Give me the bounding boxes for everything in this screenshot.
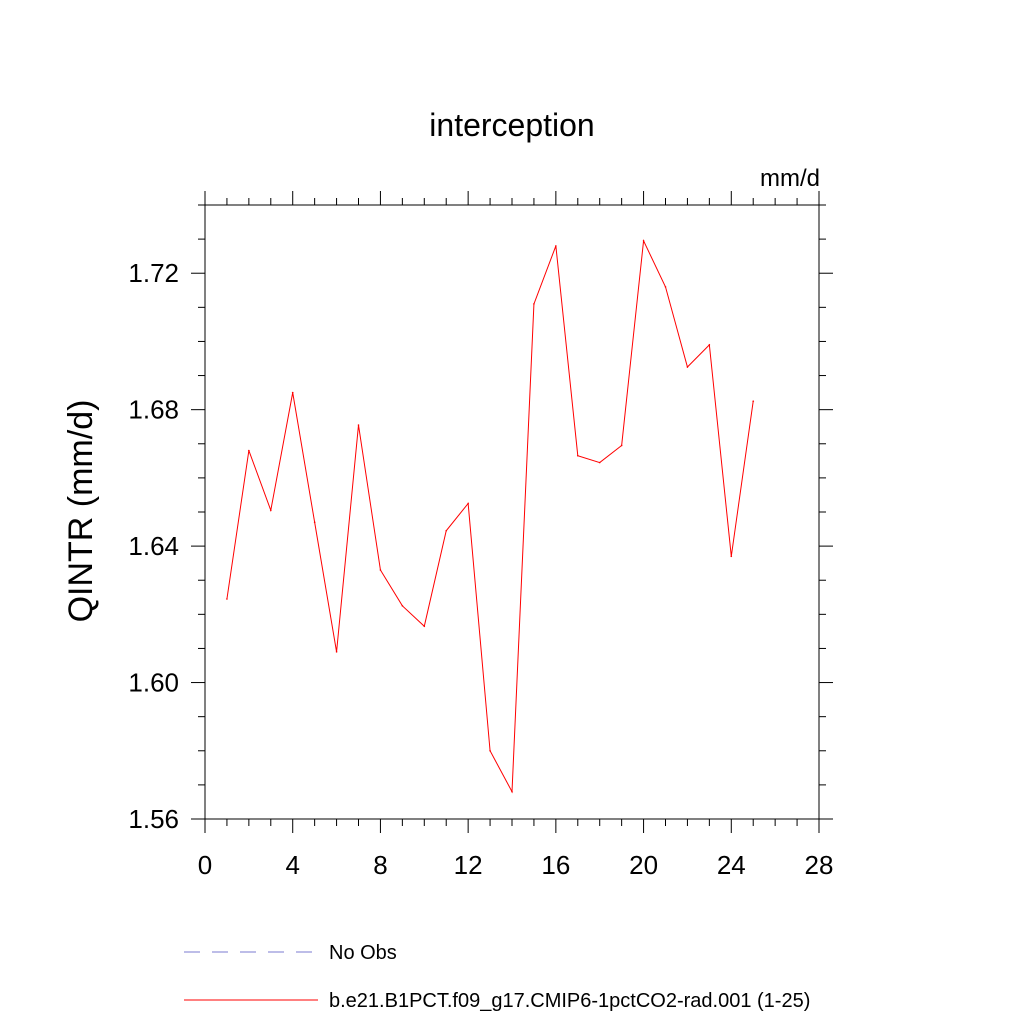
legend: No Obs b.e21.B1PCT.f09_g17.CMIP6-1pctCO2-…	[184, 942, 810, 1012]
series-layer	[226, 239, 755, 794]
data-point	[511, 790, 513, 793]
x-tick-label: 28	[805, 850, 834, 880]
x-tick-label: 12	[454, 850, 483, 880]
data-point	[335, 651, 338, 653]
y-axis-label: QINTR (mm/d)	[62, 400, 100, 623]
data-point	[357, 424, 360, 426]
data-point	[598, 461, 601, 464]
data-point	[752, 400, 755, 402]
data-point	[313, 521, 316, 524]
legend-label: No Obs	[329, 942, 397, 964]
data-point	[379, 569, 382, 571]
data-point	[445, 529, 448, 532]
y-tick-label: 1.56	[128, 804, 179, 834]
data-point	[401, 605, 404, 607]
x-tick-label: 8	[373, 850, 387, 880]
data-point	[533, 303, 535, 305]
data-point	[576, 454, 579, 457]
data-point	[226, 598, 228, 600]
data-point	[291, 391, 294, 394]
units-label: mm/d	[760, 165, 820, 192]
data-point	[248, 449, 250, 452]
data-point	[686, 366, 689, 368]
data-point	[642, 240, 645, 242]
data-point	[555, 245, 557, 247]
y-tick-label: 1.60	[128, 668, 179, 698]
y-tick-label: 1.72	[128, 258, 179, 288]
x-tick-label: 20	[629, 850, 658, 880]
y-tick-label: 1.64	[128, 531, 179, 561]
axes-layer: 0 4 8 12 16 20 24 28 1.56 1.60 1.64 1.68 1.72	[128, 191, 833, 880]
data-point	[730, 555, 733, 558]
data-point	[664, 286, 667, 288]
data-point	[269, 509, 272, 512]
data-point	[708, 344, 711, 346]
x-tick-label: 16	[541, 850, 570, 880]
series-line-1	[226, 239, 754, 794]
x-tick-label: 0	[198, 850, 212, 880]
y-tick-label: 1.68	[128, 395, 179, 425]
data-point	[620, 444, 623, 447]
data-point	[423, 625, 426, 628]
x-tick-label: 24	[717, 850, 746, 880]
chart-title: interception	[429, 107, 594, 143]
legend-label: b.e21.B1PCT.f09_g17.CMIP6-1pctCO2-rad.00…	[329, 990, 810, 1012]
data-point	[467, 502, 469, 505]
x-tick-label: 4	[285, 850, 299, 880]
data-point	[489, 749, 491, 752]
